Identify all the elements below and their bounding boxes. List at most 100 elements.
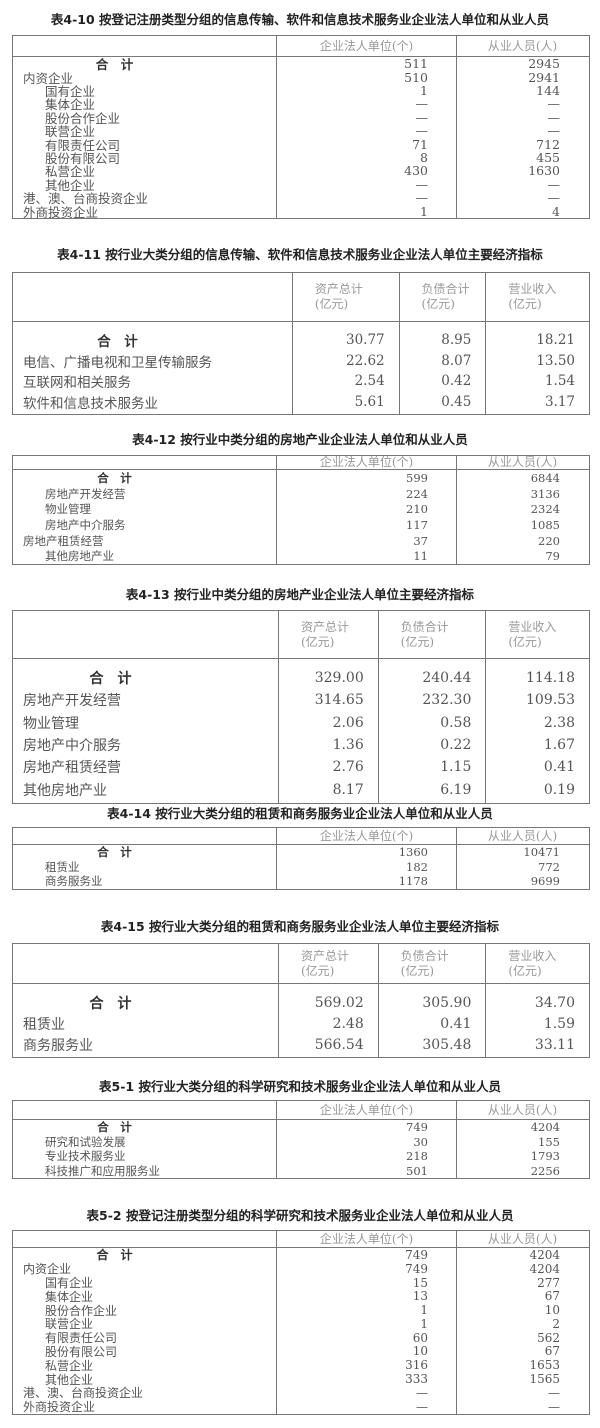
row-value: 430 <box>404 163 428 179</box>
row-value: — <box>548 1399 560 1414</box>
header-label: 企业法人单位(个) <box>319 38 414 53</box>
row-value: 772 <box>538 859 560 874</box>
row-label: 股份合作企业 <box>45 110 121 126</box>
table-header: 资产总计 (亿元) 负债合计 (亿元) 营业收入 (亿元) <box>13 944 589 984</box>
table-header: 资产总计 (亿元) 负债合计 (亿元) 营业收入 (亿元) <box>13 273 589 322</box>
header-line: (亿元) <box>508 297 542 311</box>
row-label: 研究和试验发展 <box>45 1134 126 1149</box>
row-label: 软件和信息技术服务业 <box>23 395 158 412</box>
row-value: — <box>548 1385 560 1400</box>
header-cell: 从业人员(人) <box>456 1231 588 1247</box>
row-label: 房地产租赁经营 <box>23 760 121 777</box>
header-line: 资产总计 <box>300 948 349 963</box>
row-label: 外商投资企业 <box>23 1400 96 1415</box>
header-line: (亿元) <box>314 297 349 311</box>
header-cell <box>13 36 276 56</box>
row-value: 8.95 <box>441 332 472 349</box>
row-value: 232.30 <box>422 692 472 709</box>
header-cell <box>13 611 278 658</box>
value-column: 749 749 15 13 1 1 60 10 316 333— — <box>276 1248 456 1414</box>
row-value: 3.17 <box>544 393 575 410</box>
data-table: 资产总计 (亿元) 负债合计 (亿元) 营业收入 (亿元) 合 计电信、广播电视和卫星传输服… <box>12 272 590 415</box>
header-cell <box>13 273 292 321</box>
row-value: 2945 <box>528 56 560 72</box>
row-value: 8 <box>420 149 428 165</box>
row-value: — <box>547 176 561 192</box>
row-value: 501 <box>406 1164 428 1179</box>
row-value: 117 <box>406 517 428 532</box>
row-label: 合 计 <box>97 1120 132 1135</box>
row-label: 集体企业 <box>45 1289 94 1304</box>
header-cell <box>13 828 276 844</box>
header-cell: 从业人员(人) <box>456 1101 588 1119</box>
data-table: 资产总计 (亿元) 负债合计 (亿元) 营业收入 (亿元) 合 计租赁业 商务服务业 569.0… <box>12 943 590 1058</box>
row-value: 566.54 <box>314 1036 364 1053</box>
header-line: 资产总计 <box>300 619 349 634</box>
row-value: — <box>415 109 429 125</box>
row-value: — <box>547 96 561 112</box>
value-column: 4204 4204 277 67 10 2 562 67 1653 1565— — <box>456 1248 588 1414</box>
row-label: 港、澳、台商投资企业 <box>23 191 149 207</box>
row-value: — <box>415 96 429 112</box>
row-value: 240.44 <box>422 670 472 687</box>
header-line: 负债合计 <box>421 282 470 296</box>
row-label: 合 计 <box>97 845 132 860</box>
row-value: 220 <box>538 533 560 548</box>
header-label: 从业人员(人) <box>487 1231 558 1246</box>
table-body: 合 计租赁业 商务服务业 1360 182 1178 10471 772 9699 <box>13 845 589 889</box>
row-value: 2.54 <box>354 373 385 390</box>
value-column: 10471 772 9699 <box>456 845 588 889</box>
value-column: 6844 3136 2324 1085 220 79 <box>456 470 588 565</box>
row-value: 2.38 <box>543 714 575 731</box>
value-column: 8.95 8.07 0.42 0.45 <box>398 322 486 414</box>
row-label: 联营企业 <box>45 1317 94 1332</box>
row-value: 2941 <box>528 69 560 85</box>
row-value: 1 <box>420 1303 428 1318</box>
row-label: 内资企业 <box>23 1262 72 1277</box>
row-value: 30 <box>413 1134 428 1149</box>
row-value: 5.61 <box>354 393 385 410</box>
header-cell: 资产总计 (亿元) <box>277 944 378 983</box>
data-table: 资产总计 (亿元) 负债合计 (亿元) 营业收入 (亿元) 合 计房地产开发经营 物业管理 房地… <box>12 610 590 804</box>
table-title: 表4-14 按行业大类分组的租赁和商务服务业企业法人单位和从业人员 <box>107 806 493 821</box>
row-value: 1 <box>420 203 428 219</box>
value-column: 305.90 0.41 305.48 <box>377 984 486 1057</box>
value-column: 1360 182 1178 <box>276 845 456 889</box>
row-value: 510 <box>404 69 428 85</box>
row-value: 67 <box>544 1344 560 1359</box>
row-value: — <box>547 109 561 125</box>
header-line: (亿元) <box>508 963 542 978</box>
row-value: 4204 <box>529 1247 560 1262</box>
row-value: 109.53 <box>526 692 575 709</box>
row-value: 182 <box>406 859 428 874</box>
row-value: — <box>415 123 429 139</box>
header-label: 从业人员(人) <box>487 455 558 469</box>
row-label: 外商投资企业 <box>23 204 99 220</box>
row-label: 有限责任公司 <box>45 1331 118 1346</box>
table-body: 合 计房地产开发经营 物业管理 房地产中介服务 房地产租赁经营 其他房地产业 329.00… <box>13 659 589 803</box>
header-cell <box>13 456 276 469</box>
data-table: 企业法人单位(个) 从业人员(人) 合 计房地产开发经营 物业管理 房地产中介服务 房地产… <box>12 455 590 566</box>
row-value: 2.06 <box>332 714 364 731</box>
row-label: 私营企业 <box>45 1358 94 1373</box>
row-value: 218 <box>406 1149 428 1164</box>
row-value: 1630 <box>528 163 560 179</box>
label-column: 合 计租赁业 商务服务业 <box>13 984 278 1057</box>
row-value: 0.41 <box>543 759 575 776</box>
row-value: — <box>416 1385 428 1400</box>
row-value: 569.02 <box>314 994 364 1011</box>
row-value: 144 <box>536 82 560 98</box>
table-header: 企业法人单位(个) 从业人员(人) <box>13 1231 589 1248</box>
row-value: 67 <box>544 1289 560 1304</box>
header-cell: 企业法人单位(个) <box>276 1101 456 1119</box>
row-value: 15 <box>412 1275 428 1290</box>
row-value: 1793 <box>530 1149 560 1164</box>
row-value: 0.19 <box>543 781 575 798</box>
header-line: 营业收入 <box>508 619 557 634</box>
row-value: 511 <box>404 56 428 72</box>
value-column: 511 510 1— — —71 8 430— —1 <box>276 56 456 219</box>
table-header: 企业法人单位(个) 从业人员(人) <box>13 455 589 470</box>
row-value: 316 <box>405 1358 428 1373</box>
row-value: 599 <box>406 470 428 485</box>
table-body: 合 计内资企业 国有企业 集体企业 股份合作企业 联营企业 有限责任公司 股份有限公司 私营企… <box>13 56 589 220</box>
